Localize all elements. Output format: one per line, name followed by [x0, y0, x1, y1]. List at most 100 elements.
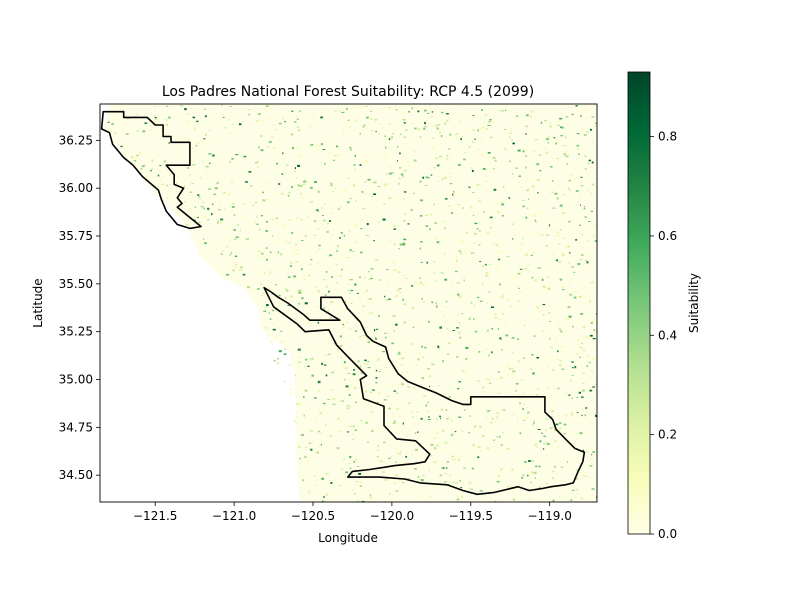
raster-cell — [470, 456, 473, 458]
raster-cell — [367, 279, 371, 281]
raster-cell — [349, 467, 352, 469]
raster-cell — [345, 385, 349, 388]
raster-cell — [584, 106, 587, 108]
raster-cell — [523, 324, 526, 326]
raster-cell — [519, 126, 521, 128]
raster-cell — [123, 151, 127, 154]
raster-cell — [407, 223, 410, 225]
raster-cell — [429, 496, 431, 498]
x-tick-label: −121.0 — [212, 509, 256, 523]
raster-cell — [327, 290, 330, 293]
raster-cell — [427, 176, 430, 179]
raster-cell — [334, 187, 336, 189]
raster-cell — [488, 212, 491, 214]
raster-cell — [458, 480, 462, 482]
raster-cell — [575, 158, 578, 160]
raster-cell — [569, 279, 572, 281]
raster-cell — [582, 349, 586, 351]
raster-cell — [585, 335, 587, 338]
raster-cell — [515, 390, 517, 392]
raster-cell — [293, 275, 297, 278]
raster-cell — [410, 464, 413, 467]
raster-cell — [335, 273, 338, 276]
raster-cell — [163, 163, 165, 165]
raster-cell — [248, 171, 252, 173]
raster-cell — [113, 120, 116, 121]
raster-cell — [355, 469, 357, 471]
raster-cell — [571, 375, 574, 376]
raster-cell — [391, 422, 396, 425]
raster-cell — [472, 444, 475, 447]
raster-cell — [449, 173, 452, 174]
raster-cell — [568, 179, 571, 182]
raster-cell — [368, 312, 372, 314]
raster-cell — [469, 206, 472, 209]
raster-cell — [242, 156, 246, 158]
raster-cell — [186, 121, 190, 123]
raster-cell — [499, 283, 501, 286]
raster-cell — [506, 448, 510, 450]
raster-cell — [223, 192, 226, 194]
raster-cell — [388, 457, 391, 459]
raster-cell — [579, 346, 583, 349]
raster-cell — [396, 450, 399, 453]
raster-cell — [432, 316, 436, 318]
raster-cell — [588, 221, 591, 222]
raster-cell — [263, 256, 265, 258]
raster-cell — [498, 318, 501, 320]
raster-cell — [354, 168, 356, 171]
raster-cell — [441, 111, 444, 114]
raster-cell — [469, 345, 471, 348]
raster-cell — [395, 490, 399, 492]
raster-cell — [501, 251, 505, 253]
raster-cell — [464, 409, 466, 411]
raster-cell — [528, 213, 531, 216]
raster-cell — [241, 169, 244, 171]
raster-cell — [318, 249, 321, 250]
raster-cell — [493, 188, 497, 191]
raster-cell — [327, 399, 331, 400]
raster-cell — [488, 263, 492, 265]
raster-cell — [364, 181, 367, 184]
colorbar-ticks: 0.00.20.40.60.8 — [650, 130, 677, 541]
raster-cell — [479, 128, 482, 130]
raster-cell — [496, 378, 499, 381]
raster-cell — [281, 192, 284, 195]
raster-cell — [260, 215, 263, 217]
raster-cell — [517, 251, 520, 253]
raster-cell — [595, 329, 597, 332]
raster-cell — [569, 394, 572, 396]
raster-cell — [322, 500, 324, 502]
raster-cell — [163, 160, 166, 163]
raster-cell — [489, 216, 493, 219]
raster-cell — [585, 337, 589, 339]
raster-cell — [417, 358, 420, 361]
raster-cell — [234, 266, 238, 269]
raster-cell — [295, 422, 298, 424]
raster-cell — [304, 389, 308, 392]
raster-cell — [573, 296, 577, 299]
raster-cell — [299, 185, 303, 187]
raster-cell — [379, 123, 382, 125]
raster-cell — [324, 473, 327, 475]
raster-cell — [412, 391, 414, 393]
raster-cell — [591, 357, 595, 360]
raster-cell — [296, 403, 299, 406]
raster-cell — [468, 317, 472, 319]
raster-cell — [325, 271, 328, 273]
raster-cell — [430, 214, 432, 216]
raster-cell — [522, 419, 525, 421]
raster-cell — [410, 386, 412, 388]
raster-cell — [424, 214, 428, 217]
raster-cell — [559, 496, 561, 498]
raster-cell — [482, 386, 485, 389]
raster-cell — [488, 291, 490, 293]
raster-cell — [545, 245, 548, 247]
raster-cell — [366, 474, 370, 476]
raster-cell — [551, 254, 554, 256]
raster-cell — [402, 112, 405, 114]
raster-cell — [473, 151, 477, 153]
raster-cell — [204, 149, 206, 151]
raster-cell — [364, 193, 366, 195]
raster-cell — [291, 133, 293, 136]
